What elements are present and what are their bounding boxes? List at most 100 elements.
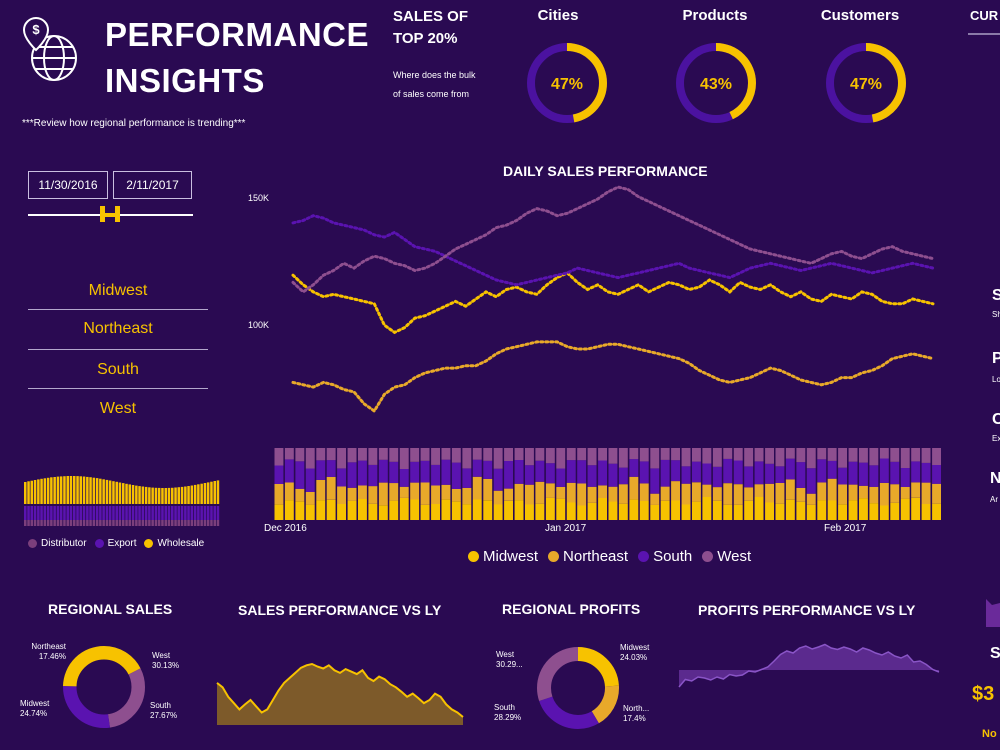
stacked-bar-segment [618, 503, 628, 520]
stacked-bar-segment [483, 448, 493, 461]
stacked-bar-segment [650, 468, 660, 494]
right-footer: No [982, 728, 997, 740]
sales-label-south-value: 27.67% [150, 711, 178, 720]
stacked-bar-segment [900, 498, 910, 520]
stacked-bar-segment [295, 461, 305, 489]
channel-bar-wholesale [76, 476, 79, 504]
region-item-south[interactable]: South [97, 361, 139, 378]
regional-profits-donut [537, 647, 619, 729]
stacked-bar-segment [733, 504, 743, 520]
stacked-bar-segment [932, 448, 941, 465]
channel-bar-wholesale [89, 477, 92, 504]
where-text: Where does the bulk of sales come from [393, 70, 476, 99]
stacked-bar-segment [577, 448, 587, 461]
channel-bar-export [151, 506, 154, 520]
kpi-ring-fill [676, 43, 756, 123]
channel-bar-export [210, 506, 213, 520]
channel-bar-wholesale [24, 482, 27, 504]
channel-bar-wholesale [138, 486, 141, 504]
profits-label-west: West 30.29... [496, 650, 523, 670]
channel-bar-distributor [63, 520, 66, 526]
channel-bar-distributor [203, 520, 207, 526]
channel-bar-export [144, 506, 148, 520]
right-kpi-small-ex: Ex [992, 434, 1000, 443]
stacked-bar-segment [316, 479, 326, 501]
channel-bar-wholesale [180, 486, 184, 504]
stacked-bar-segment [650, 493, 660, 505]
channel-bar-distributor [112, 520, 115, 526]
stacked-bar-segment [316, 448, 326, 461]
legend-dot-south [638, 551, 650, 562]
stacked-bar-segment [598, 498, 607, 520]
stacked-bar-segment [869, 503, 879, 520]
channel-bar-wholesale [174, 487, 177, 504]
stacked-bar-segment [911, 482, 921, 498]
region-item-midwest[interactable]: Midwest [88, 282, 148, 299]
channel-bar-wholesale [203, 483, 207, 504]
stacked-bar-segment [274, 484, 284, 505]
stacked-bar-segment [629, 459, 639, 477]
channel-bar-wholesale [95, 478, 99, 504]
stacked-bar-segment [514, 448, 524, 460]
stacked-bar-segment [660, 459, 670, 487]
channel-bar-export [206, 506, 210, 520]
stacked-bar-segment [504, 448, 513, 461]
stacked-bar-segment [316, 500, 326, 520]
stacked-bar-segment [535, 503, 545, 520]
stacked-bar-segment [639, 501, 649, 520]
stacked-bar-segment [921, 462, 931, 483]
channel-bar-distributor [102, 520, 105, 526]
stacked-bar-segment [389, 461, 399, 484]
stacked-bar-segment [608, 463, 618, 487]
stacked-bar-segment [660, 500, 670, 520]
right-bottom-letter: S [990, 645, 1000, 662]
stacked-bar-segment [462, 487, 472, 505]
stacked-bar-segment [838, 467, 847, 485]
stacked-bar-segment [525, 504, 534, 520]
channel-bar-export [95, 506, 99, 520]
stacked-bar-segment [295, 448, 305, 462]
profits-label-midwest: Midwest 24.03% [620, 643, 649, 663]
channel-bar-distributor [37, 520, 40, 526]
stacked-bar-segment [598, 485, 607, 498]
stacked-bar-segment [848, 500, 858, 520]
channel-bar-export [92, 506, 96, 520]
legend-dot-export [94, 539, 104, 548]
stacked-bar-segment [890, 448, 900, 462]
channel-bar-wholesale [200, 483, 203, 504]
channel-bar-distributor [69, 520, 73, 526]
region-item-west[interactable]: West [99, 400, 137, 417]
channel-bar-wholesale [92, 477, 96, 504]
stacked-bar-segment [274, 504, 284, 520]
channel-bar-distributor [148, 520, 151, 526]
channel-bar-wholesale [206, 482, 210, 504]
channel-bar-distributor [66, 520, 69, 526]
channel-bar-distributor [73, 520, 76, 526]
channel-bar-export [180, 506, 184, 520]
channel-bar-wholesale [112, 481, 115, 504]
channel-bar-export [141, 506, 145, 520]
region-item-northeast[interactable]: Northeast [83, 320, 153, 337]
channel-bar-distributor [144, 520, 148, 526]
date-start-input[interactable]: 11/30/2016 [28, 171, 108, 199]
date-slider-handle-start[interactable] [100, 206, 105, 222]
stacked-bar-segment [702, 497, 712, 520]
stacked-bar-segment [838, 448, 847, 468]
channel-bar-wholesale [46, 477, 50, 504]
date-end-input[interactable]: 2/11/2017 [113, 171, 192, 199]
stacked-bar-segment [723, 483, 733, 505]
stacked-bar-segment [441, 484, 451, 500]
stacked-bar-segment [410, 499, 420, 520]
stacked-bar-segment [472, 448, 482, 460]
stacked-bar-segment [900, 448, 910, 468]
donut-inner-edge [76, 659, 132, 715]
channel-bar-export [138, 506, 141, 520]
channel-bar-wholesale [53, 477, 56, 504]
legend-label-wholesale: Wholesale [157, 538, 205, 549]
stacked-bar-segment [431, 503, 440, 520]
channel-bar-wholesale [37, 479, 40, 504]
stacked-bar-segment [754, 461, 764, 485]
stacked-bar-segment [723, 448, 733, 459]
kpi-ring-fill [527, 43, 607, 123]
donut-slice-south [63, 646, 145, 728]
